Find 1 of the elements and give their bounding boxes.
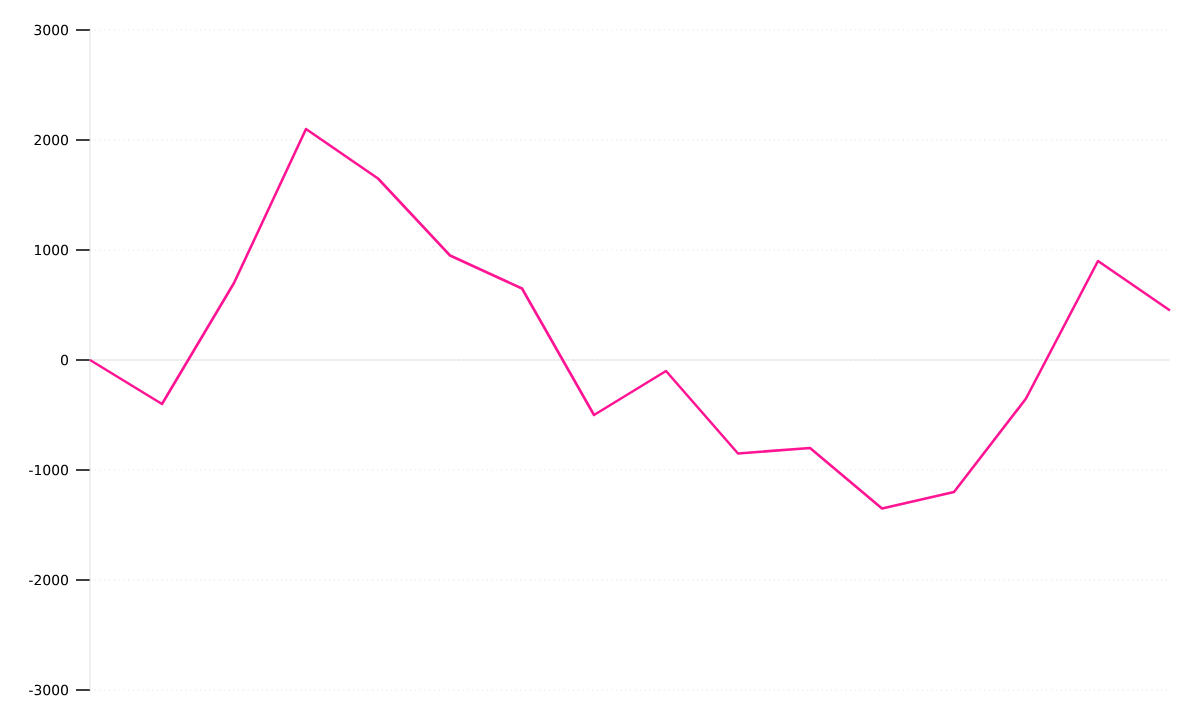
line-series	[88, 127, 1172, 510]
